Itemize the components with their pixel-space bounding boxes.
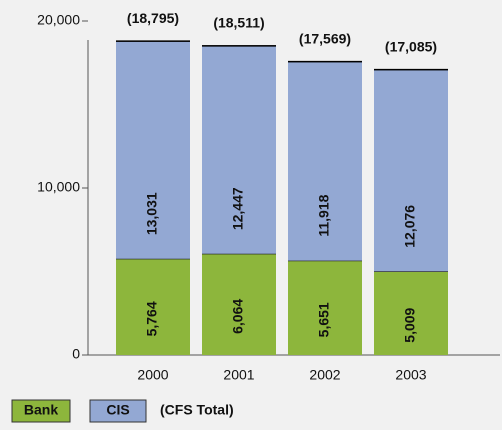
legend-label: Bank [24,402,58,418]
bar-segment [288,260,362,355]
legend-label: (CFS Total) [160,402,234,418]
total-label: (18,511) [213,15,264,31]
y-tick-label: 10,000 [37,179,80,195]
bar-segment [202,45,276,254]
bar-segment [374,271,448,355]
x-tick-label: 2003 [395,367,426,383]
x-tick-label: 2002 [309,367,340,383]
legend-label: CIS [106,402,129,418]
value-label: 5,764 [144,301,160,336]
bar-segment [116,41,190,259]
value-label: 5,651 [316,302,332,337]
value-label: 6,064 [230,299,246,334]
legend-swatch [11,399,71,423]
x-tick-label: 2001 [223,367,254,383]
value-label: 5,009 [402,307,418,342]
bar-segment [288,61,362,261]
total-label: (18,795) [127,10,179,26]
legend-swatch [89,399,147,423]
value-label: 11,918 [316,194,332,236]
y-tick-label: 20,000 [37,12,80,28]
total-label: (17,085) [385,38,437,54]
bar-segment [116,258,190,355]
total-label: (17,569) [299,30,351,46]
value-label: 12,076 [402,205,418,248]
bar-segment [202,253,276,355]
value-label: 13,031 [144,192,160,235]
y-tick-label: 0 [72,346,80,362]
value-label: 12,447 [230,187,246,230]
x-tick-label: 2000 [137,367,168,383]
bar-segment [374,69,448,272]
